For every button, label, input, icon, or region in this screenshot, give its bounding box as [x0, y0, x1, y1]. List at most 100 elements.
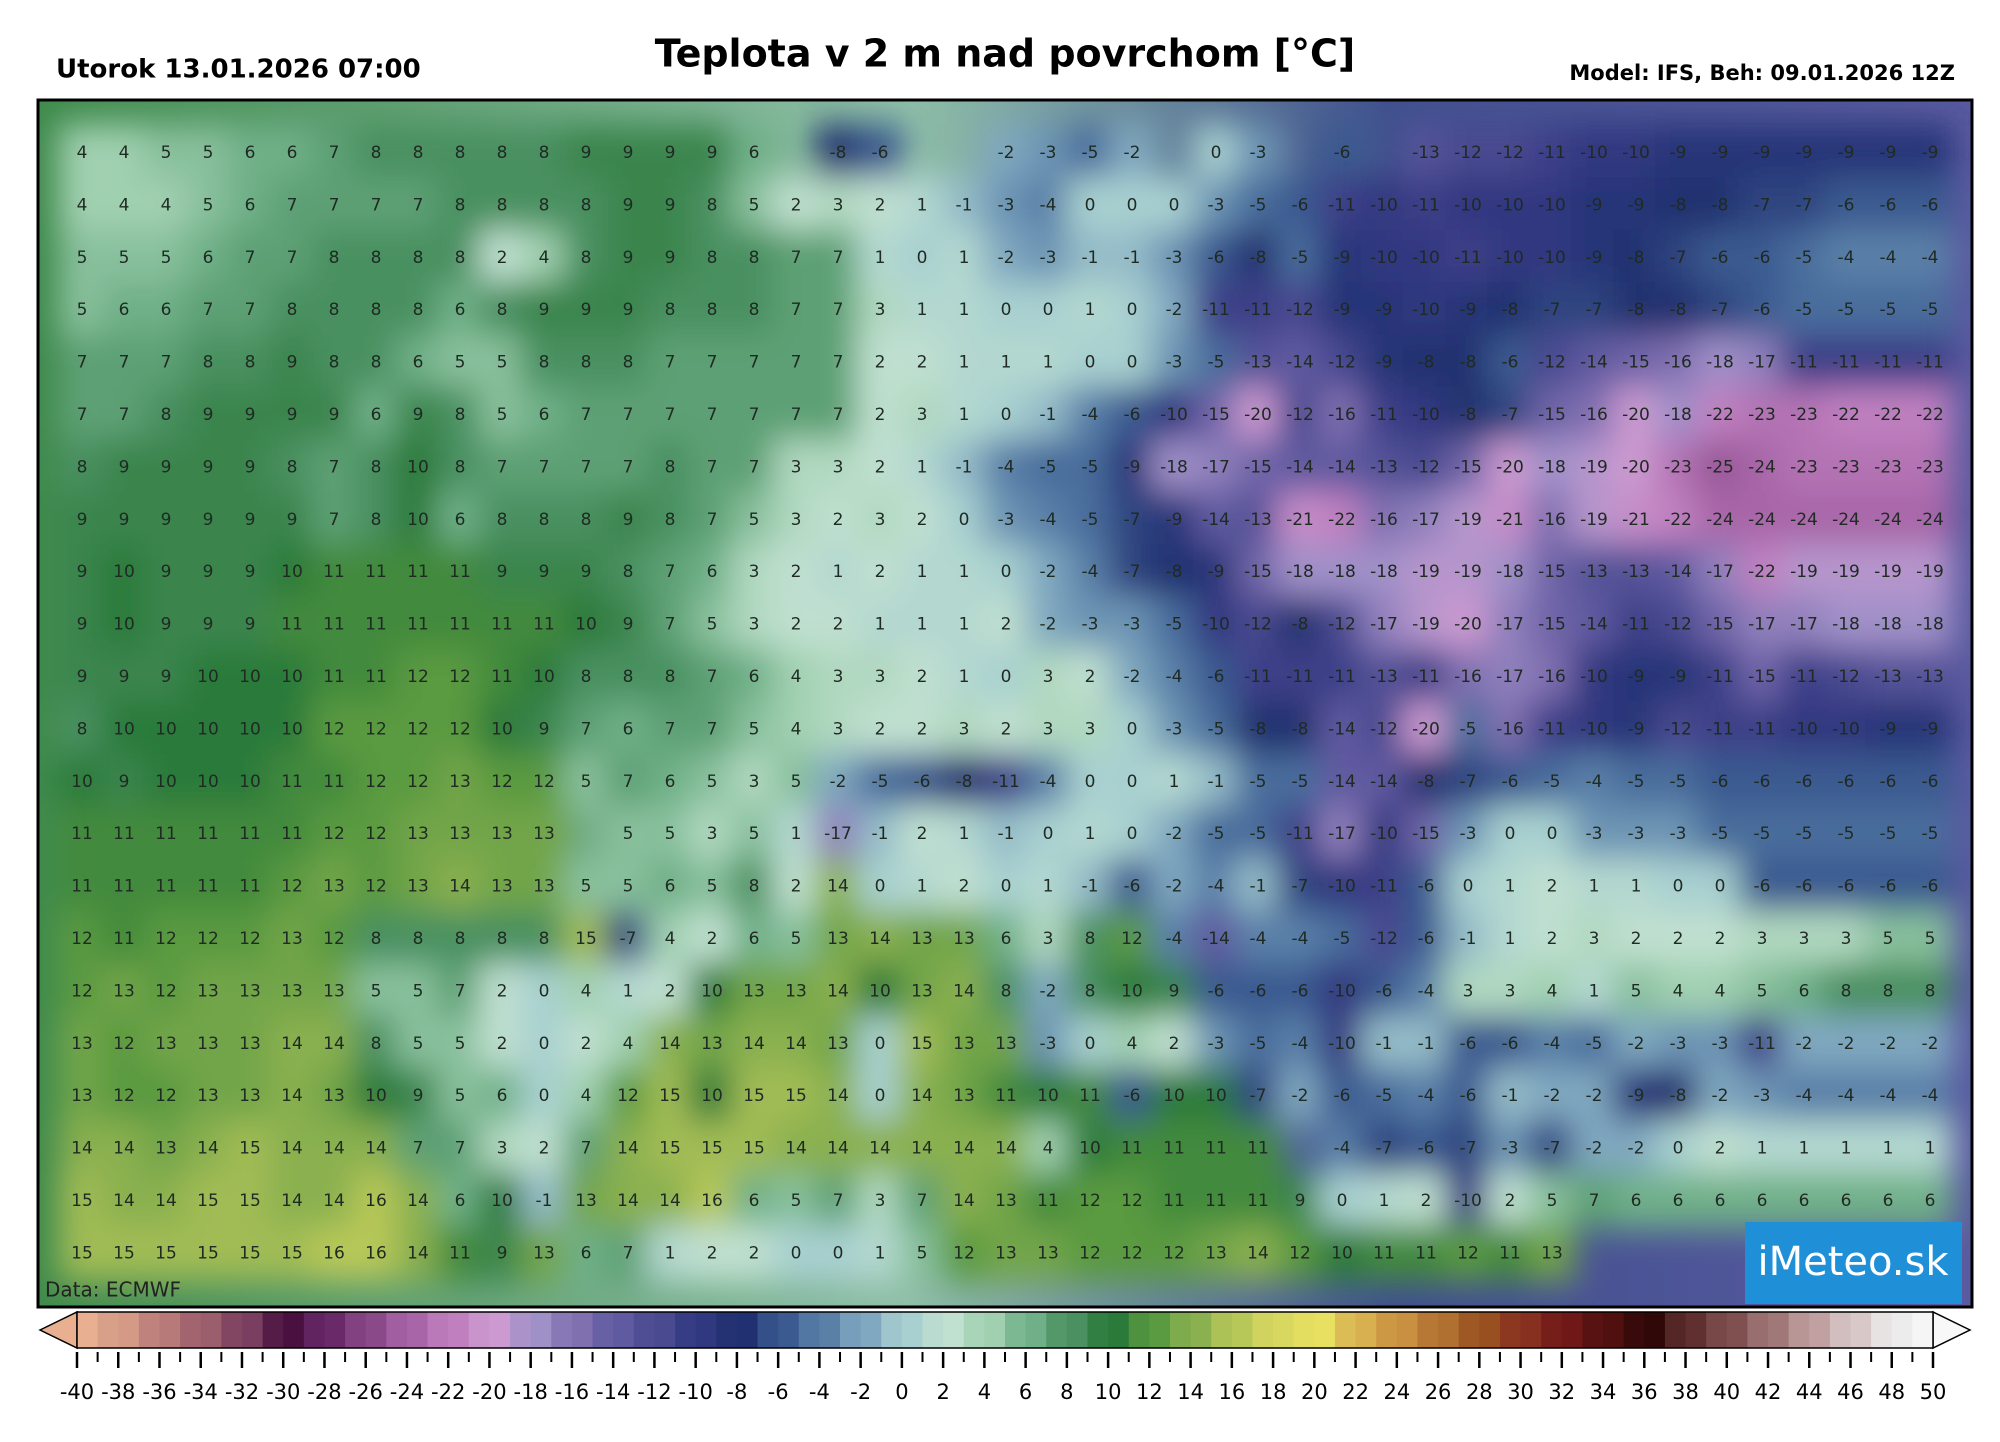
temperature-label: 5 — [665, 824, 676, 844]
temperature-label: 14 — [743, 1034, 765, 1054]
temperature-label: 15 — [197, 1191, 219, 1211]
temperature-label: 8 — [665, 457, 676, 477]
temperature-label: -4 — [1040, 772, 1057, 792]
colorbar-tick-label: -16 — [555, 1380, 589, 1404]
temperature-cell — [1571, 439, 1617, 496]
temperature-label: -12 — [1286, 300, 1314, 320]
temperature-cell — [1487, 439, 1533, 496]
temperature-label: 11 — [1079, 1086, 1101, 1106]
temperature-label: 8 — [371, 1034, 382, 1054]
temperature-cell — [1823, 229, 1869, 286]
colorbar-segment — [1520, 1312, 1542, 1348]
temperature-cell — [689, 701, 735, 758]
temperature-cell — [1025, 124, 1071, 182]
temperature-label: 12 — [1121, 929, 1143, 949]
temperature-cell — [731, 544, 777, 601]
temperature-label: 11 — [533, 615, 555, 635]
temperature-cell — [311, 334, 357, 391]
temperature-label: -5 — [1796, 248, 1813, 268]
temperature-cell — [311, 910, 357, 968]
temperature-label: -6 — [1838, 877, 1855, 897]
temperature-cell — [815, 596, 861, 653]
temperature-cell — [983, 648, 1029, 706]
temperature-label: 11 — [155, 877, 177, 897]
temperature-cell — [1571, 753, 1617, 810]
temperature-cell — [1403, 334, 1449, 391]
temperature-cell — [269, 910, 315, 968]
temperature-label: 11 — [323, 615, 345, 635]
temperature-label: -9 — [1922, 719, 1939, 739]
temperature-label: 12 — [953, 1243, 975, 1263]
temperature-label: 7 — [749, 353, 760, 373]
temperature-cell — [1151, 701, 1197, 758]
colorbar-tick-label: -2 — [850, 1380, 871, 1404]
temperature-label: -14 — [1580, 353, 1608, 373]
temperature-label: -14 — [1580, 615, 1608, 635]
temperature-cell — [1613, 1172, 1659, 1230]
temperature-cell — [1109, 963, 1155, 1020]
temperature-cell — [59, 1015, 105, 1072]
temperature-label: -23 — [1832, 457, 1860, 477]
colorbar-segment — [1169, 1312, 1192, 1348]
temperature-cell — [1277, 229, 1323, 286]
temperature-label: 0 — [1463, 877, 1474, 897]
temperature-label: 8 — [623, 562, 634, 582]
temperature-cell — [1865, 1068, 1911, 1125]
temperature-cell — [1319, 544, 1365, 601]
temperature-cell — [1571, 229, 1617, 286]
temperature-cell — [437, 648, 483, 706]
temperature-label: 7 — [371, 195, 382, 215]
temperature-label: 8 — [497, 300, 508, 320]
temperature-cell — [143, 439, 189, 496]
temperature-cell — [899, 1172, 945, 1230]
temperature-cell — [353, 439, 399, 496]
temperature-label: 10 — [491, 719, 513, 739]
temperature-cell — [227, 648, 273, 706]
temperature-cell — [1235, 596, 1281, 653]
temperature-label: 0 — [1001, 877, 1012, 897]
temperature-label: 9 — [413, 1086, 424, 1106]
temperature-cell — [1109, 806, 1155, 863]
temperature-label: 10 — [155, 719, 177, 739]
temperature-label: 4 — [119, 195, 130, 215]
temperature-label: 13 — [323, 1086, 345, 1106]
temperature-cell — [395, 1015, 441, 1072]
temperature-label: 2 — [749, 1243, 760, 1263]
temperature-cell — [1151, 229, 1197, 286]
temperature-label: 7 — [791, 248, 802, 268]
temperature-cell — [395, 386, 441, 444]
temperature-label: 5 — [413, 981, 424, 1001]
temperature-label: -18 — [1328, 562, 1356, 582]
temperature-label: 14 — [323, 1034, 345, 1054]
temperature-label: -12 — [1664, 719, 1692, 739]
temperature-cell — [563, 910, 609, 968]
temperature-label: -9 — [1628, 195, 1645, 215]
temperature-label: 8 — [371, 510, 382, 530]
temperature-cell — [1781, 544, 1827, 601]
temperature-label: 6 — [1673, 1191, 1684, 1211]
temperature-label: 12 — [407, 719, 429, 739]
temperature-cell — [815, 753, 861, 810]
temperature-cell — [479, 858, 525, 915]
temperature-cell — [773, 963, 819, 1020]
temperature-label: 7 — [77, 405, 88, 425]
temperature-label: -9 — [1334, 300, 1351, 320]
temperature-label: 4 — [1715, 981, 1726, 1001]
temperature-label: 7 — [833, 353, 844, 373]
temperature-cell — [899, 1015, 945, 1072]
temperature-label: 9 — [665, 248, 676, 268]
temperature-label: 12 — [407, 772, 429, 792]
temperature-cell — [1613, 648, 1659, 706]
temperature-label: 1 — [917, 300, 928, 320]
temperature-cell — [479, 334, 525, 391]
temperature-label: -20 — [1622, 457, 1650, 477]
temperature-label: 14 — [953, 981, 975, 1001]
title: Teplota v 2 m nad povrchom [°C] — [655, 32, 1356, 76]
temperature-cell — [563, 1225, 609, 1282]
temperature-cell — [563, 858, 609, 915]
temperature-label: 2 — [875, 353, 886, 373]
temperature-cell — [941, 229, 987, 286]
temperature-label: 5 — [623, 824, 634, 844]
colorbar-tick-label: -8 — [726, 1380, 747, 1404]
temperature-label: 10 — [155, 772, 177, 792]
